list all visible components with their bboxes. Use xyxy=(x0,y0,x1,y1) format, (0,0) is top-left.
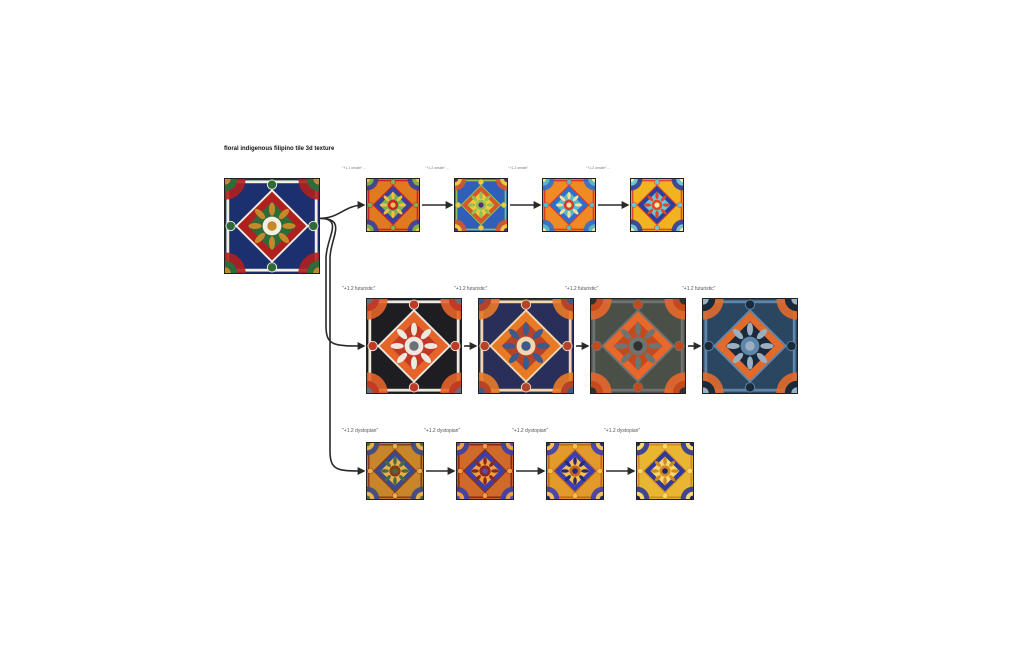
row-1-prompt-label-3: "+1.2 ornate" xyxy=(508,166,529,170)
row-3-prompt-label-2: "+1.2 dystopian" xyxy=(424,428,461,434)
row-1-prompt-label-2: "+1.2 ornate" ... xyxy=(425,166,450,170)
row-3-prompt-label-3: "+1.2 dystopian" xyxy=(512,428,549,434)
row-1-tile-1[interactable] xyxy=(366,178,420,232)
page-title: floral indigenous filipino tile 3d textu… xyxy=(224,146,335,152)
row-2-prompt-label-3: "+1.2 futuristic" xyxy=(565,286,599,292)
source-to-row-2-connector xyxy=(319,217,366,350)
source-to-row-3-connector xyxy=(319,217,366,475)
row-2-tile-2[interactable] xyxy=(478,298,574,394)
row-2-tile-4[interactable] xyxy=(702,298,798,394)
row-2-prompt-label-2: "+1.2 futuristic" xyxy=(454,286,488,292)
row-2-tile-3[interactable] xyxy=(590,298,686,394)
row-1-tile-3[interactable] xyxy=(542,178,596,232)
row-3-tile-3[interactable] xyxy=(546,442,604,500)
row-3-tile-2[interactable] xyxy=(456,442,514,500)
row-1-tile-2[interactable] xyxy=(454,178,508,232)
row-2-prompt-label-1: "+1.2 futuristic" xyxy=(342,286,376,292)
row-2-prompt-label-4: "+1.2 futuristic" xyxy=(682,286,716,292)
row-3-tile-1[interactable] xyxy=(366,442,424,500)
row-3-prompt-label-4: "+1.2 dystopian" xyxy=(604,428,641,434)
source-tile-image[interactable] xyxy=(224,178,320,274)
row-1-prompt-label-4: "+1.2 ornate" ... xyxy=(586,166,611,170)
row-3-prompt-label-1: "+1.2 dystopian" xyxy=(342,428,379,434)
row-3-tile-4[interactable] xyxy=(636,442,694,500)
row-1-tile-4[interactable] xyxy=(630,178,684,232)
row-1-prompt-label-1: "+1.1 ornate" ... xyxy=(342,166,367,170)
source-to-row-1-connector xyxy=(319,201,366,220)
row-2-tile-1[interactable] xyxy=(366,298,462,394)
